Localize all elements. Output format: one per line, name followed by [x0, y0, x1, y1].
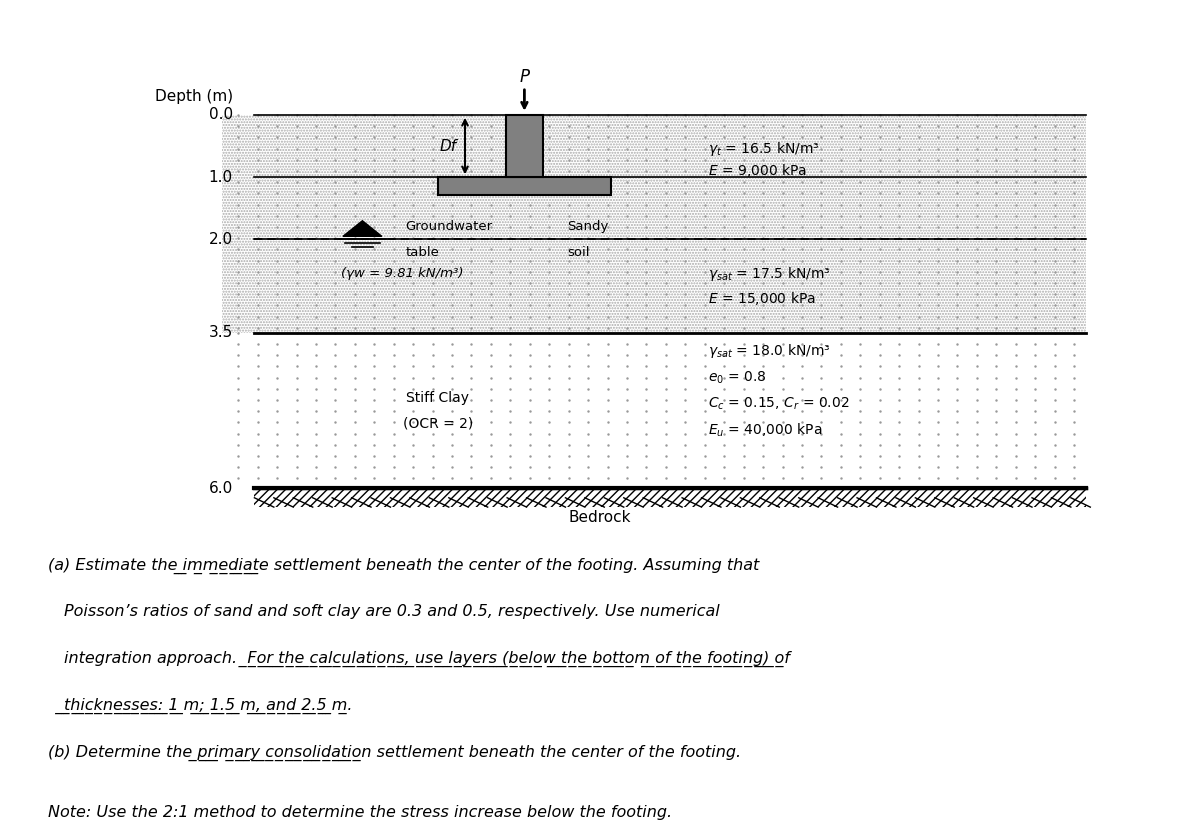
Text: (a) Estimate the ̲i̲m̲m̲e̲d̲i̲a̲t̲e settlement beneath the center of the footing: (a) Estimate the ̲i̲m̲m̲e̲d̲i̲a̲t̲e sett…: [48, 557, 760, 574]
Bar: [505, 115, 544, 177]
Text: P: P: [520, 68, 529, 85]
Text: Note: Use the 2:1 method to determine the stress increase below the footing.: Note: Use the 2:1 method to determine th…: [48, 805, 672, 820]
Text: 3.5: 3.5: [209, 325, 233, 340]
Polygon shape: [343, 220, 382, 236]
Text: 2.0: 2.0: [209, 232, 233, 247]
Text: table: table: [406, 246, 439, 259]
Text: $E$ = 9,000 kPa: $E$ = 9,000 kPa: [708, 163, 808, 179]
Text: (OCR = 2): (OCR = 2): [403, 416, 473, 430]
Text: (b) Determine the ̲p̲r̲i̲m̲a̲r̲y̲ ̲c̲o̲n̲s̲o̲l̲i̲d̲a̲t̲i̲o̲n settlement beneath : (b) Determine the ̲p̲r̲i̲m̲a̲r̲y̲ ̲c̲o̲n…: [48, 744, 742, 761]
Text: $e_0$ = 0.8: $e_0$ = 0.8: [708, 370, 767, 385]
Bar: [222, 115, 1086, 333]
Text: $C_c$ = 0.15, $C_r$ = 0.02: $C_c$ = 0.15, $C_r$ = 0.02: [708, 396, 850, 412]
Text: $\gamma_{sat}$ = 17.5 kN/m³: $\gamma_{sat}$ = 17.5 kN/m³: [708, 265, 830, 282]
Text: 0.0: 0.0: [209, 107, 233, 122]
Text: Df: Df: [439, 138, 456, 153]
Text: $E_u$ = 40,000 kPa: $E_u$ = 40,000 kPa: [708, 422, 822, 438]
Bar: [254, 489, 1086, 507]
Bar: [438, 177, 611, 194]
Text: Depth (m): Depth (m): [155, 89, 233, 104]
Text: Poisson’s ratios of sand and soft clay are 0.3 and 0.5, respectively. Use numeri: Poisson’s ratios of sand and soft clay a…: [48, 604, 720, 619]
Text: soil: soil: [568, 246, 590, 259]
Text: 1.0: 1.0: [209, 169, 233, 184]
Text: Stiff Clay: Stiff Clay: [407, 391, 469, 405]
Text: Groundwater: Groundwater: [406, 220, 493, 233]
Text: Bedrock: Bedrock: [569, 510, 631, 525]
Text: Sandy: Sandy: [568, 220, 608, 233]
Text: $\gamma_t$ = 16.5 kN/m³: $\gamma_t$ = 16.5 kN/m³: [708, 140, 820, 158]
Text: (γw = 9.81 kN/m³): (γw = 9.81 kN/m³): [341, 267, 463, 281]
Text: integration approach.  ̲F̲o̲r̲ ̲t̲h̲e̲ ̲c̲a̲l̲c̲u̲l̲a̲t̲i̲o̲n̲s̲,̲ ̲u̲s̲e̲ ̲l̲a̲: integration approach. ̲F̲o̲r̲ ̲t̲h̲e̲ ̲c…: [48, 651, 790, 667]
Text: $E$ = 15,000 kPa: $E$ = 15,000 kPa: [708, 290, 816, 307]
Text: ̲t̲h̲i̲c̲k̲n̲e̲s̲s̲e̲s̲:̲ ̲1̲ ̲m̲;̲ ̲1̲̲.̲5̲ ̲m̲,̲ ̲a̲n̲d̲ ̲2̲̲.̲5̲ ̲m̲.: ̲t̲h̲i̲c̲k̲n̲e̲s̲s̲e̲s̲:̲ ̲1̲ ̲m̲;̲ ̲1̲̲…: [48, 698, 353, 714]
Text: $\gamma_{sat}$ = 18.0 kN/m³: $\gamma_{sat}$ = 18.0 kN/m³: [708, 343, 830, 360]
Text: 6.0: 6.0: [209, 481, 233, 496]
